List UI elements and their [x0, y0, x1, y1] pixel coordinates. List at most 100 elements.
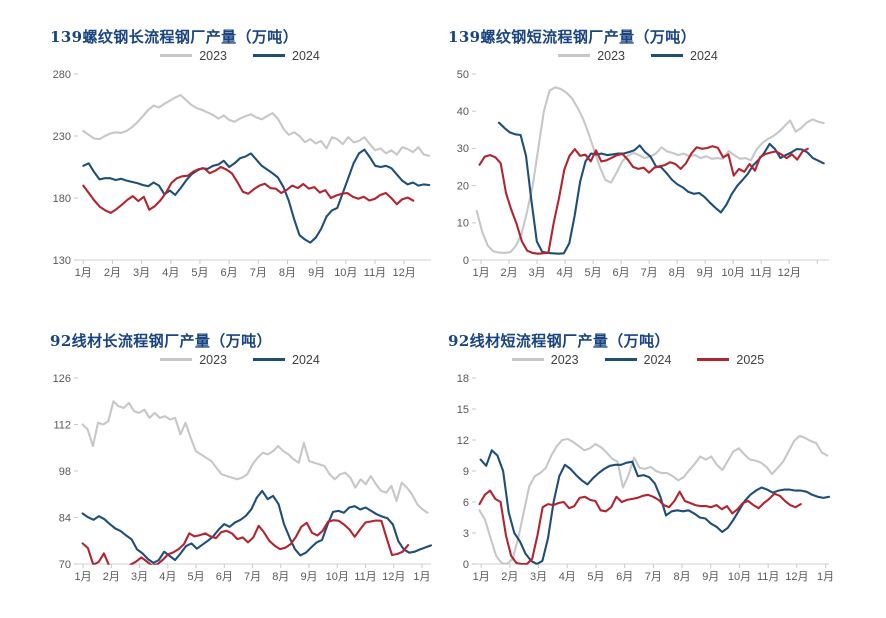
y-axis-label: 12 — [457, 435, 469, 447]
x-axis-label: 11月 — [354, 571, 376, 583]
legend-swatch-2023 — [160, 358, 193, 361]
y-axis-label: 40 — [457, 106, 469, 118]
chart-card: 139螺纹钢长流程钢厂产量（万吨） 2023 2024 1月 2月 3月 4月 5月 6月 7… — [44, 26, 436, 286]
y-axis-label: 84 — [59, 512, 71, 524]
chart-legend: 2023 2024 2025 — [442, 351, 834, 368]
chart-card: 139螺纹钢短流程钢厂产量（万吨） 2023 2024 1月 2月 3月 4月 5月 6月 7… — [442, 26, 834, 286]
legend-label: 2023 — [199, 352, 227, 367]
x-axis-label: 4月 — [557, 267, 574, 279]
series-line-2023 — [478, 434, 829, 565]
legend-label: 2023 — [597, 48, 625, 63]
legend-swatch-2024 — [651, 54, 683, 57]
legend-label: 2024 — [292, 352, 320, 367]
legend-item-2024: 2024 — [253, 353, 320, 367]
x-axis-label: 4月 — [559, 571, 576, 583]
series-line-2025 — [82, 165, 415, 214]
x-axis-label: 10月 — [722, 267, 745, 279]
y-axis-label: 130 — [53, 255, 71, 267]
x-axis-label: 8月 — [669, 267, 686, 279]
y-axis-label: 230 — [53, 131, 71, 143]
x-axis-label: 5月 — [587, 571, 604, 583]
y-axis-label: 20 — [457, 180, 469, 192]
series-line-2025 — [81, 519, 410, 565]
x-axis-label: 12月 — [785, 571, 808, 583]
x-axis-label: 7月 — [645, 571, 662, 583]
chart-card: 92线材短流程钢厂产量（万吨） 2023 2024 2025 1月 2月 3月 4月 5月 6… — [442, 330, 834, 590]
chart-legend: 2023 2024 — [442, 47, 834, 64]
legend-label: 2023 — [199, 48, 227, 63]
series-line-2024 — [497, 121, 825, 255]
x-axis-label: 3月 — [131, 571, 148, 583]
series-line-2025 — [478, 489, 802, 565]
x-axis-label: 8月 — [673, 571, 690, 583]
legend-item-2023: 2023 — [160, 49, 227, 63]
x-axis-label: 11月 — [757, 571, 779, 583]
x-axis-label: 1月 — [75, 267, 92, 279]
series-line-2024 — [82, 148, 431, 244]
legend-label: 2024 — [292, 48, 320, 63]
y-axis-label: 30 — [457, 143, 469, 155]
x-axis-label: 11月 — [750, 267, 772, 279]
legend-swatch-2024 — [253, 358, 285, 361]
chart-legend: 2023 2024 — [44, 351, 436, 368]
series-line-2025 — [478, 145, 809, 255]
legend-swatch-2023 — [160, 54, 193, 57]
x-axis-label: 1月 — [817, 571, 834, 583]
chart-title: 92线材长流程钢厂产量（万吨） — [50, 332, 272, 350]
legend-label: 2024 — [643, 352, 672, 367]
x-axis-label: 3月 — [529, 267, 546, 279]
chart-plot: 1月 2月 3月 4月 5月 6月 7月 8月 9月 10月 11月 12月 0 10 20 30 40 50 — [457, 69, 829, 279]
x-axis-label: 2月 — [103, 571, 120, 583]
y-axis-label: 50 — [457, 69, 469, 81]
x-axis-label: 9月 — [300, 571, 317, 583]
chart-plot: 1月 2月 3月 4月 5月 6月 7月 8月 9月 10月 11月 12月 1月 70 84 98 112 12… — [53, 373, 433, 583]
y-axis-label: 15 — [457, 404, 469, 416]
x-axis-label: 9月 — [308, 267, 325, 279]
x-axis-label: 8月 — [272, 571, 289, 583]
x-axis-label: 10月 — [728, 571, 751, 583]
y-axis-label: 98 — [59, 466, 71, 478]
legend-item-2025: 2025 — [697, 353, 764, 367]
legend-item-2023: 2023 — [160, 353, 227, 367]
x-axis-label: 6月 — [216, 571, 233, 583]
chart-plot: 1月 2月 3月 4月 5月 6月 7月 8月 9月 10月 11月 12月 130 180 230 280 — [53, 69, 431, 279]
x-axis-label: 1月 — [413, 571, 430, 583]
x-axis-label: 1月 — [472, 267, 489, 279]
x-axis-label: 5月 — [585, 267, 602, 279]
chart-title: 139螺纹钢短流程钢厂产量（万吨） — [448, 28, 697, 46]
x-axis-label: 2月 — [501, 571, 518, 583]
x-axis-label: 7月 — [641, 267, 658, 279]
y-axis-label: 112 — [53, 419, 71, 431]
x-axis-label: 2月 — [104, 267, 121, 279]
y-axis-label: 9 — [463, 466, 469, 478]
legend-item-2024: 2024 — [651, 49, 718, 63]
x-axis-label: 6月 — [221, 267, 238, 279]
x-axis-label: 1月 — [75, 571, 92, 583]
series-line-2024 — [479, 449, 831, 565]
series-line-2023 — [81, 400, 429, 514]
x-axis-label: 9月 — [697, 267, 714, 279]
y-axis-label: 280 — [53, 69, 71, 81]
x-axis-label: 12月 — [382, 571, 405, 583]
y-axis-label: 70 — [59, 559, 71, 571]
series-line-2023 — [82, 94, 431, 157]
x-axis-label: 6月 — [616, 571, 633, 583]
x-axis-label: 3月 — [530, 571, 547, 583]
legend-swatch-2023 — [558, 54, 591, 57]
y-axis-label: 0 — [463, 255, 469, 267]
chart-title: 139螺纹钢长流程钢厂产量（万吨） — [50, 28, 299, 46]
y-axis-label: 10 — [457, 218, 469, 230]
x-axis-label: 5月 — [191, 267, 208, 279]
x-axis-label: 8月 — [279, 267, 296, 279]
y-axis-label: 180 — [53, 193, 71, 205]
x-axis-label: 3月 — [133, 267, 150, 279]
chart-title: 92线材短流程钢厂产量（万吨） — [448, 332, 670, 350]
legend-item-2024: 2024 — [604, 352, 672, 367]
chart-legend: 2023 2024 — [44, 47, 436, 64]
legend-item-2023: 2023 — [511, 353, 579, 367]
legend-swatch-2024 — [253, 54, 285, 57]
x-axis-label: 12月 — [393, 267, 416, 279]
chart-plot: 1月 2月 3月 4月 5月 6月 7月 8月 9月 10月 11月 12月 1月 0 3 6 9 12 15 18 — [457, 373, 834, 583]
x-axis-label: 10月 — [326, 571, 349, 583]
charts-grid: 139螺纹钢长流程钢厂产量（万吨） 2023 2024 1月 2月 3月 4月 5月 6月 7… — [44, 26, 834, 590]
